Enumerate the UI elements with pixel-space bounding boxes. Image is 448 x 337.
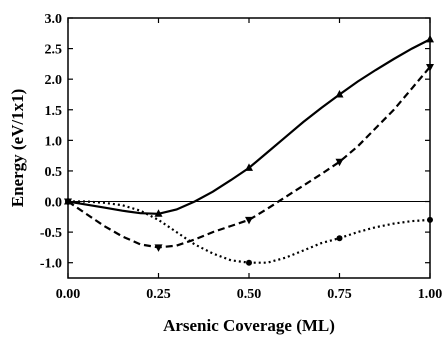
x-tick-label: 0.50 xyxy=(237,287,262,302)
series-2-point xyxy=(245,217,253,225)
plot-frame xyxy=(68,18,430,278)
y-axis-title: Energy (eV/1x1) xyxy=(8,89,27,208)
series-layer xyxy=(64,35,434,266)
x-axis-ticks: 0.00 0.25 0.50 0.75 1.00 xyxy=(56,18,443,302)
y-tick-label: 3.0 xyxy=(45,12,63,27)
series-3-point xyxy=(246,260,252,266)
x-tick-label: 1.00 xyxy=(418,287,443,302)
y-tick-label: 1.0 xyxy=(45,134,63,149)
x-axis-title: Arsenic Coverage (ML) xyxy=(163,316,335,335)
y-tick-label: 2.0 xyxy=(45,73,63,88)
y-tick-label: -0.5 xyxy=(40,226,62,241)
y-tick-label: -1.0 xyxy=(40,257,62,272)
y-tick-label: 0.0 xyxy=(45,196,63,211)
y-tick-label: 1.5 xyxy=(45,104,63,119)
series-3-point xyxy=(65,199,71,205)
series-3-point xyxy=(337,235,343,241)
x-tick-label: 0.00 xyxy=(56,287,81,302)
y-axis-ticks: 3.0 2.5 2.0 1.5 1.0 0.5 0.0 -0.5 -1.0 xyxy=(40,12,430,272)
series-1-point xyxy=(426,35,434,43)
y-tick-label: 0.5 xyxy=(45,165,63,180)
y-tick-label: 2.5 xyxy=(45,43,63,58)
series-3-point xyxy=(427,217,433,223)
x-tick-label: 0.25 xyxy=(146,287,171,302)
x-tick-label: 0.75 xyxy=(327,287,352,302)
